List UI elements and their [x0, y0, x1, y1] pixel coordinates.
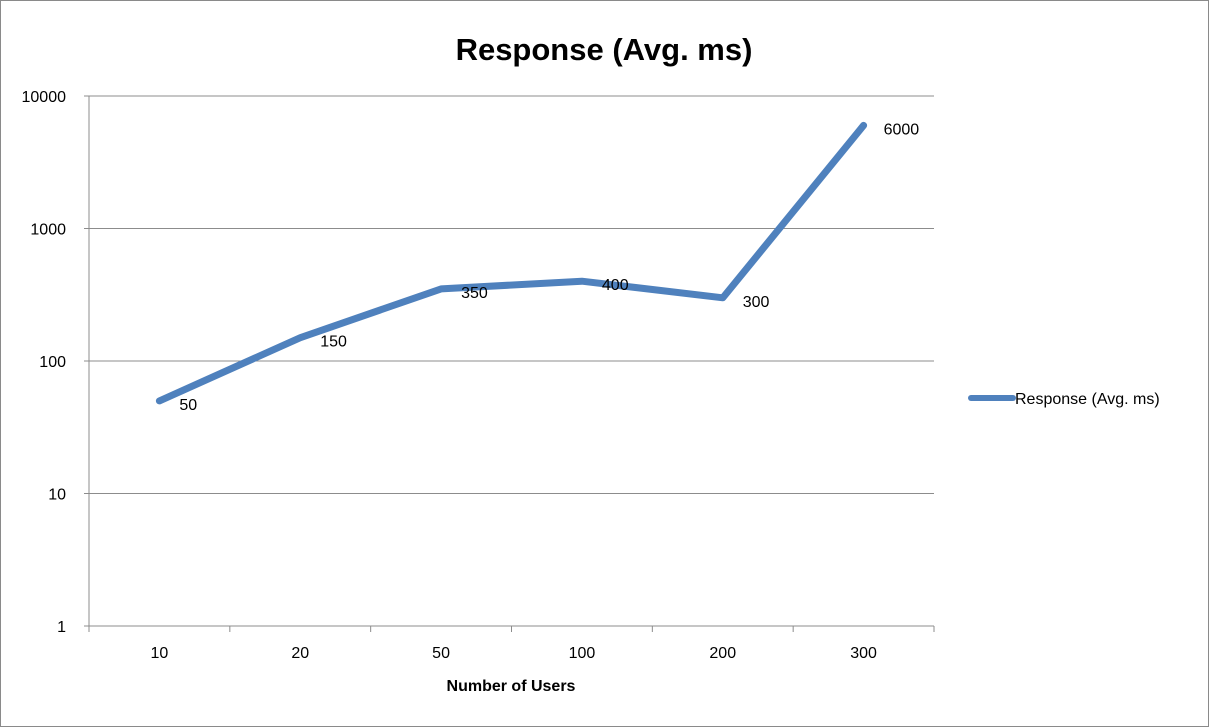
x-axis-title: Number of Users — [447, 678, 576, 695]
y-tick-label: 10000 — [22, 89, 67, 106]
x-tick-label: 100 — [569, 645, 596, 662]
data-label: 150 — [320, 334, 347, 351]
x-tick-label: 200 — [709, 645, 736, 662]
chart-title: Response (Avg. ms) — [456, 32, 753, 67]
series-line — [155, 121, 868, 405]
x-tick-label: 10 — [151, 645, 169, 662]
x-tick-label: 300 — [850, 645, 877, 662]
x-axis: 10 20 50 100 200 300 — [88, 625, 935, 662]
gridlines — [89, 95, 934, 494]
data-labels: 50 150 350 400 300 6000 — [179, 121, 919, 413]
x-tick-label: 50 — [432, 645, 450, 662]
legend: Response (Avg. ms) — [968, 391, 1160, 408]
y-tick-label: 1000 — [30, 222, 66, 239]
y-axis-ticks: 1 10 100 1000 10000 — [22, 89, 90, 636]
y-tick-label: 100 — [39, 354, 66, 371]
data-label: 400 — [602, 277, 629, 294]
x-tick-label: 20 — [291, 645, 309, 662]
data-label: 300 — [743, 294, 770, 311]
data-label: 50 — [179, 397, 197, 414]
legend-series-label: Response (Avg. ms) — [1015, 391, 1160, 408]
data-label: 350 — [461, 285, 488, 302]
y-tick-label: 1 — [57, 619, 66, 636]
series-group — [155, 121, 868, 405]
y-tick-label: 10 — [48, 487, 66, 504]
data-label: 6000 — [884, 121, 920, 138]
